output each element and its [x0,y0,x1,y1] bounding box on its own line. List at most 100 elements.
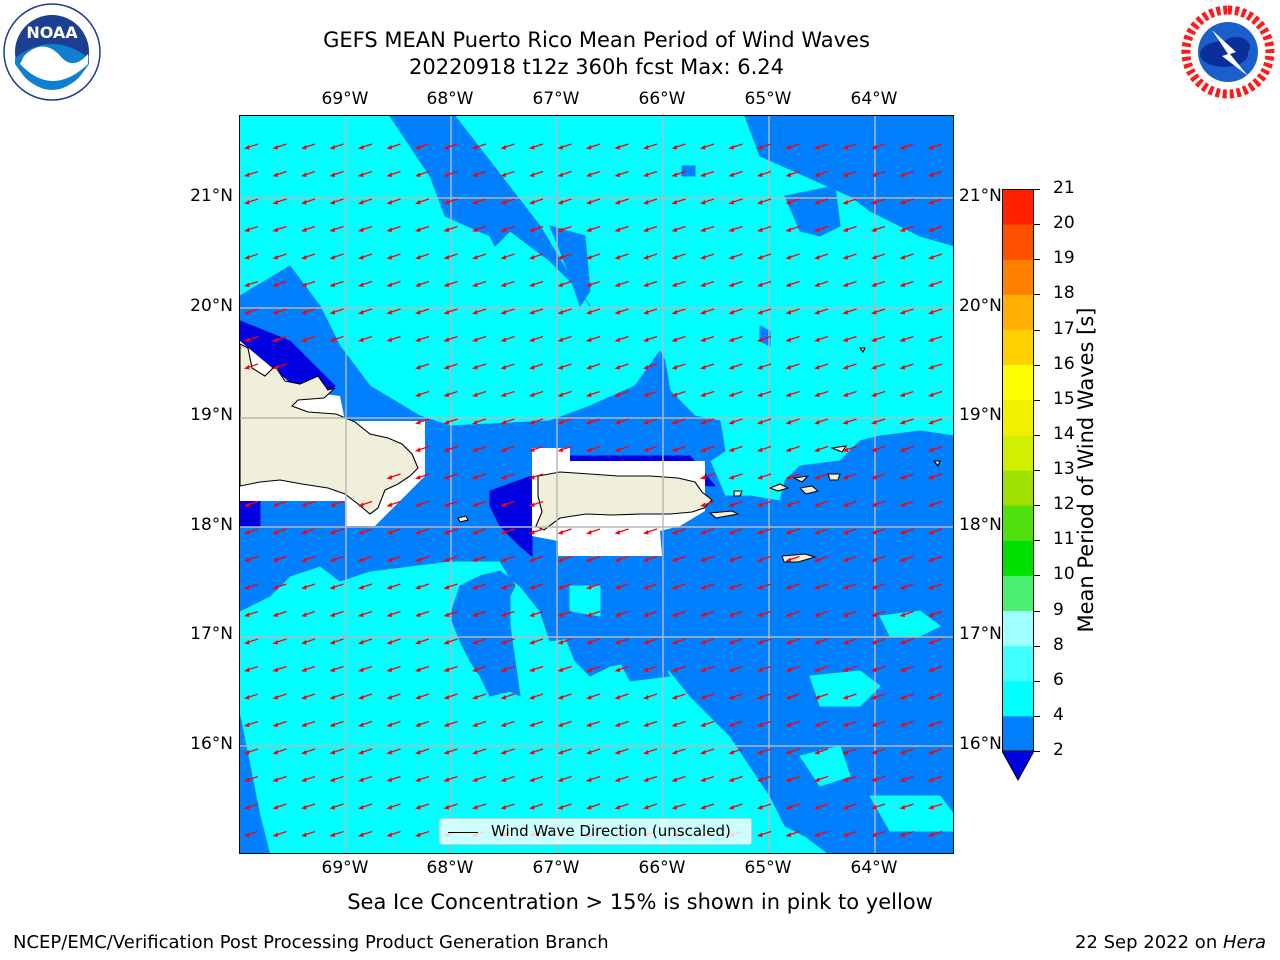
wave-arrow-head [557,777,563,782]
colorbar-under-triangle [1001,750,1035,782]
wave-arrow-head [785,722,791,727]
wave-arrow-head [785,667,791,672]
wave-arrow-head [358,612,364,617]
wave-arrow-head [529,145,535,150]
wave-arrow-head [472,667,478,672]
colorbar-tick-mark [1034,364,1040,366]
wave-arrow-head [671,365,677,370]
wave-arrow-head [871,612,877,617]
wave-arrow-head [358,695,364,700]
wave-arrow-head [472,777,478,782]
wave-arrow-head [244,832,250,837]
wave-arrow-head [614,722,620,727]
wave-arrow-head [415,667,421,672]
wave-arrow-head [814,337,820,342]
wave-arrow-head [415,530,421,535]
colorbar-tick-label: 19 [1053,248,1075,269]
wave-arrow-head [386,255,392,260]
wave-arrow-head [643,585,649,590]
wave-arrow-head [842,365,848,370]
lat-label-right: 21°N [959,186,1002,206]
wave-arrow-head [614,365,620,370]
wave-arrow-head [671,612,677,617]
wave-arrow-head [529,667,535,672]
wave-arrow-head [728,337,734,342]
colorbar-bin [1002,575,1034,611]
wave-arrow-head [671,282,677,287]
wave-arrow-head [671,200,677,205]
wave-arrow-head [728,310,734,315]
wave-arrow-head [614,200,620,205]
wave-arrow-head [671,557,677,562]
wave-arrow-head [586,282,592,287]
wave-arrow-head [928,805,934,810]
wave-arrow-head [415,447,421,452]
wave-arrow-head [899,310,905,315]
wave-arrow-head [443,145,449,150]
colorbar-label: Mean Period of Wind Waves [s] [1074,307,1098,633]
wave-arrow-head [500,337,506,342]
wave-arrow-head [757,227,763,232]
wave-arrow-head [757,585,763,590]
wave-arrow-head [814,832,820,837]
wave-arrow-head [842,585,848,590]
wave-arrow-head [671,777,677,782]
wave-arrow-head [899,805,905,810]
wave-arrow-head [529,337,535,342]
colorbar-tick-label: 16 [1053,353,1075,374]
wave-arrow-head [386,585,392,590]
wave-arrow-head [244,805,250,810]
wave-arrow-head [871,282,877,287]
wave-arrow-head [842,612,848,617]
wave-arrow-head [301,805,307,810]
wave-arrow-head [244,145,250,150]
wave-arrow-head [472,337,478,342]
wave-arrow-head [728,502,734,507]
wave-arrow-head [928,585,934,590]
wave-arrow-head [785,420,791,425]
wave-arrow-head [500,475,506,480]
wave-arrow-head [500,420,506,425]
wave-arrow-head [529,365,535,370]
wave-arrow-head [899,145,905,150]
wave-arrow-head [443,557,449,562]
wave-arrow-head [871,475,877,480]
wave-arrow-head [443,365,449,370]
wave-arrow-head [899,832,905,837]
wave-arrow-head [386,722,392,727]
wave-arrow-head [757,282,763,287]
wave-arrow-head [814,200,820,205]
lat-label-right: 20°N [959,296,1002,316]
wave-arrow-head [301,282,307,287]
wave-arrow-head [700,750,706,755]
wave-arrow-head [500,282,506,287]
lat-label-right: 19°N [959,405,1002,425]
wave-arrow-head [928,172,934,177]
wave-arrow-head [871,337,877,342]
colorbar-tick-mark [1034,434,1040,436]
wave-arrow-head [643,227,649,232]
gridlines [240,116,953,853]
wave-arrow-head [671,420,677,425]
wave-arrow-head [785,777,791,782]
wave-arrow-head [415,805,421,810]
wave-arrow-head [614,612,620,617]
colorbar-tick-label: 21 [1053,178,1075,198]
wave-arrow-head [899,337,905,342]
wave-arrow-head [614,145,620,150]
wave-arrow-head [871,832,877,837]
wave-arrow-head [842,282,848,287]
wave-arrow-head [244,695,250,700]
wave-arrow-head [472,750,478,755]
wave-arrow-head [842,200,848,205]
wave-arrow-head [386,172,392,177]
colorbar-tick-mark [1034,470,1040,471]
wave-arrow-head [785,832,791,837]
wave-arrow-head [928,337,934,342]
wave-arrow-head [614,392,620,397]
colorbar-tick-label: 14 [1053,423,1075,444]
wave-arrow-head [643,145,649,150]
wave-arrow-head [500,255,506,260]
wave-arrow-head [244,640,250,645]
wave-arrow-head [329,145,335,150]
